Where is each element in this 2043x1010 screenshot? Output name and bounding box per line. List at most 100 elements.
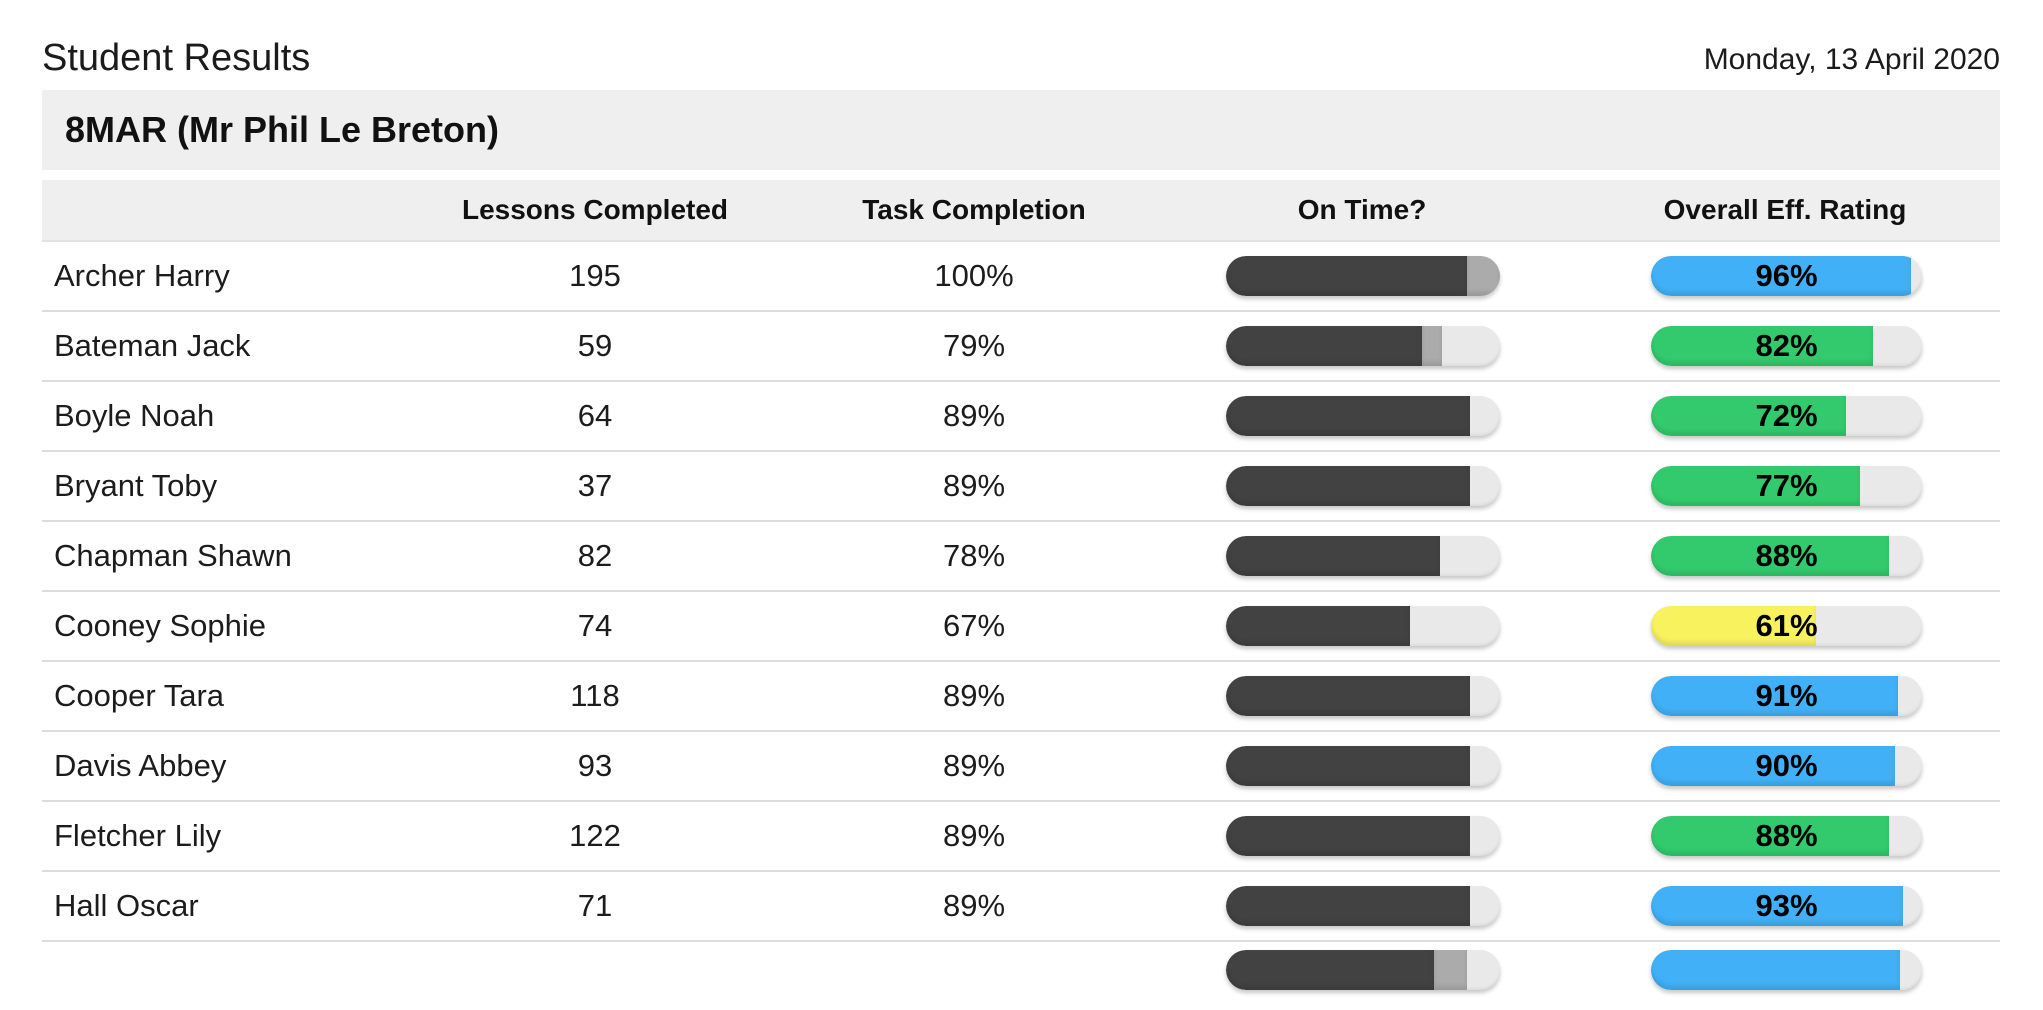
task-completion-value: 89% [942,748,1006,783]
on-time-fill [1226,816,1470,856]
on-time-bar [1226,606,1500,646]
on-time-late-fill [1421,326,1443,366]
overall-rating-bar: 77% [1651,466,1922,506]
on-time-fill [1226,746,1470,786]
on-time-bar [1226,256,1500,296]
rating-fill [1651,396,1847,436]
lessons-completed-value: 122 [569,818,621,853]
column-header-overall-eff-rating: Overall Eff. Rating [1663,194,1907,225]
rating-label [1651,950,1922,990]
column-header-lessons-completed: Lessons Completed [461,194,729,225]
on-time-bar [1226,466,1500,506]
page-header: Student Results Monday, 13 April 2020 [42,0,2000,90]
task-completion-value: 89% [942,888,1006,923]
on-time-late-fill [1467,256,1500,296]
lessons-completed-value: 64 [577,398,613,433]
rating-label: 91% [1755,678,1818,713]
task-completion-value: 67% [942,608,1006,643]
student-name: Cooper Tara [54,678,225,713]
overall-rating-bar: 90% [1651,746,1922,786]
on-time-bar [1226,326,1500,366]
lessons-completed-value: 59 [577,328,613,363]
overall-rating-bar: 82% [1651,326,1922,366]
student-name: Davis Abbey [54,748,227,783]
on-time-fill [1226,950,1435,990]
rating-label: 61% [1755,608,1818,643]
overall-rating-bar: 61% [1651,606,1922,646]
on-time-bar [1226,396,1500,436]
student-name: Cooney Sophie [54,608,266,643]
on-time-fill [1226,536,1440,576]
on-time-fill [1226,466,1470,506]
task-completion-value: 79% [942,328,1006,363]
lessons-completed-value: 82 [577,538,613,573]
task-completion-value: 89% [942,678,1006,713]
report-date: Monday, 13 April 2020 [1703,43,2000,76]
overall-rating-bar: 96% [1651,256,1922,296]
on-time-bar [1226,886,1500,926]
rating-fill [1651,676,1898,716]
rating-label: 88% [1755,538,1818,573]
table-body: Archer Harry 195 100% 96% Bateman Jack 5… [42,242,2000,1010]
rating-fill [1651,816,1890,856]
overall-rating-bar: 72% [1651,396,1922,436]
overall-rating-bar: 91% [1651,676,1922,716]
task-completion-value: 89% [942,818,1006,853]
page-title: Student Results [42,37,311,79]
table-row: Davis Abbey 93 89% 90% [42,732,2000,802]
rating-label: 72% [1755,398,1818,433]
lessons-completed-value: 195 [569,258,621,293]
student-results-page: Student Results Monday, 13 April 2020 8M… [42,0,2000,1010]
lessons-completed-value: 74 [577,608,613,643]
on-time-bar [1226,816,1500,856]
table-row: Cooney Sophie 74 67% 61% [42,592,2000,662]
group-label: 8MAR (Mr Phil Le Breton) [65,109,500,150]
on-time-fill [1226,676,1470,716]
table-row: Cooper Tara 118 89% 91% [42,662,2000,732]
task-completion-value: 89% [942,398,1006,433]
table-row [42,942,2000,1010]
column-header-on-time: On Time? [1297,194,1427,225]
rating-fill [1651,536,1890,576]
on-time-fill [1226,326,1422,366]
rating-label: 77% [1755,468,1818,503]
student-name: Archer Harry [54,258,230,293]
task-completion-value: 89% [942,468,1006,503]
table-row: Boyle Noah 64 89% 72% [42,382,2000,452]
rating-fill [1651,606,1817,646]
rating-label: 96% [1755,258,1818,293]
student-name: Bateman Jack [54,328,251,363]
table-row: Bryant Toby 37 89% 77% [42,452,2000,522]
on-time-bar [1226,676,1500,716]
student-name: Chapman Shawn [54,538,292,573]
rating-label: 82% [1755,328,1818,363]
student-name: Hall Oscar [54,888,199,923]
student-name: Boyle Noah [54,398,215,433]
lessons-completed-value: 93 [577,748,613,783]
overall-rating-bar: 88% [1651,816,1922,856]
table-row: Chapman Shawn 82 78% 88% [42,522,2000,592]
on-time-fill [1226,256,1468,296]
student-name: Bryant Toby [54,468,218,503]
rating-fill [1651,256,1912,296]
column-header-task-completion: Task Completion [862,194,1086,225]
rating-fill [1651,746,1895,786]
rating-fill [1651,886,1904,926]
on-time-bar [1226,746,1500,786]
on-time-bar [1226,536,1500,576]
lessons-completed-value: 71 [577,888,613,923]
band-gap [42,170,2000,180]
lessons-completed-value: 37 [577,468,613,503]
on-time-fill [1226,886,1470,926]
table-row: Archer Harry 195 100% 96% [42,242,2000,312]
table-row: Bateman Jack 59 79% 82% [42,312,2000,382]
rating-fill [1651,326,1874,366]
rating-label: 90% [1755,748,1818,783]
group-header: 8MAR (Mr Phil Le Breton) [42,90,2000,170]
overall-rating-bar: 88% [1651,536,1922,576]
rating-label: 88% [1755,818,1818,853]
on-time-late-fill [1434,950,1468,990]
table-row: Hall Oscar 71 89% 93% [42,872,2000,942]
lessons-completed-value: 118 [570,678,620,713]
table-row: Fletcher Lily 122 89% 88% [42,802,2000,872]
